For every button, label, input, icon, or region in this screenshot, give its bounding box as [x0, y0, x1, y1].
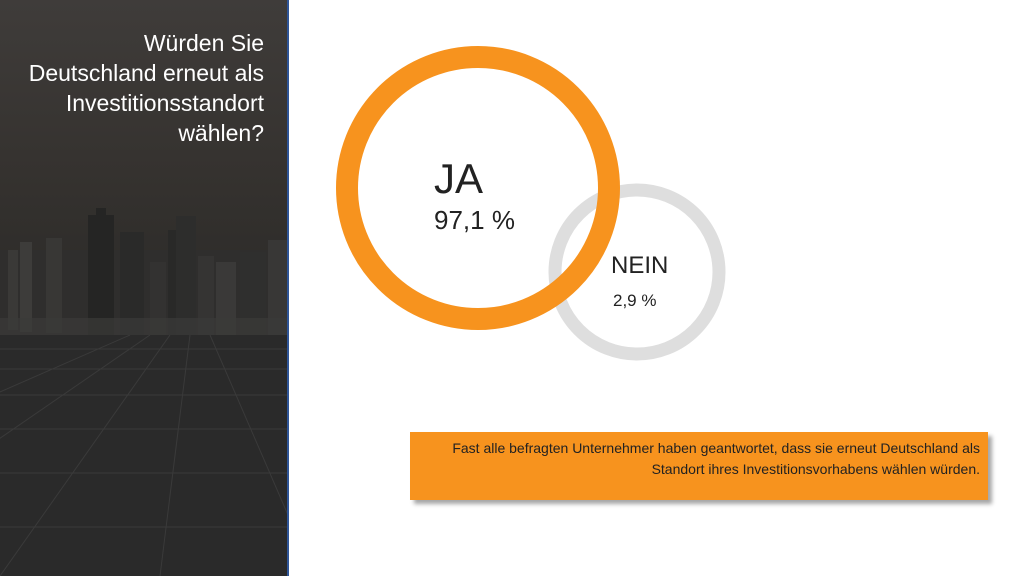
- summary-callout: Fast alle befragten Unternehmer haben ge…: [410, 432, 988, 500]
- no-percentage: 2,9 %: [613, 291, 657, 310]
- no-ring: [548, 183, 726, 361]
- yes-percentage: 97,1 %: [434, 205, 515, 235]
- survey-question: Würden Sie Deutschland erneut als Invest…: [28, 30, 264, 146]
- no-label: NEIN: [611, 252, 669, 279]
- summary-text: Fast alle befragten Unternehmer haben ge…: [452, 440, 980, 477]
- panel-divider: [287, 0, 289, 576]
- side-panel: Würden Sie Deutschland erneut als Invest…: [0, 0, 288, 576]
- city-skyline-image: [0, 208, 288, 340]
- yes-ring: [336, 46, 620, 330]
- tiled-floor-image: [0, 335, 288, 576]
- yes-label: JA: [434, 155, 484, 202]
